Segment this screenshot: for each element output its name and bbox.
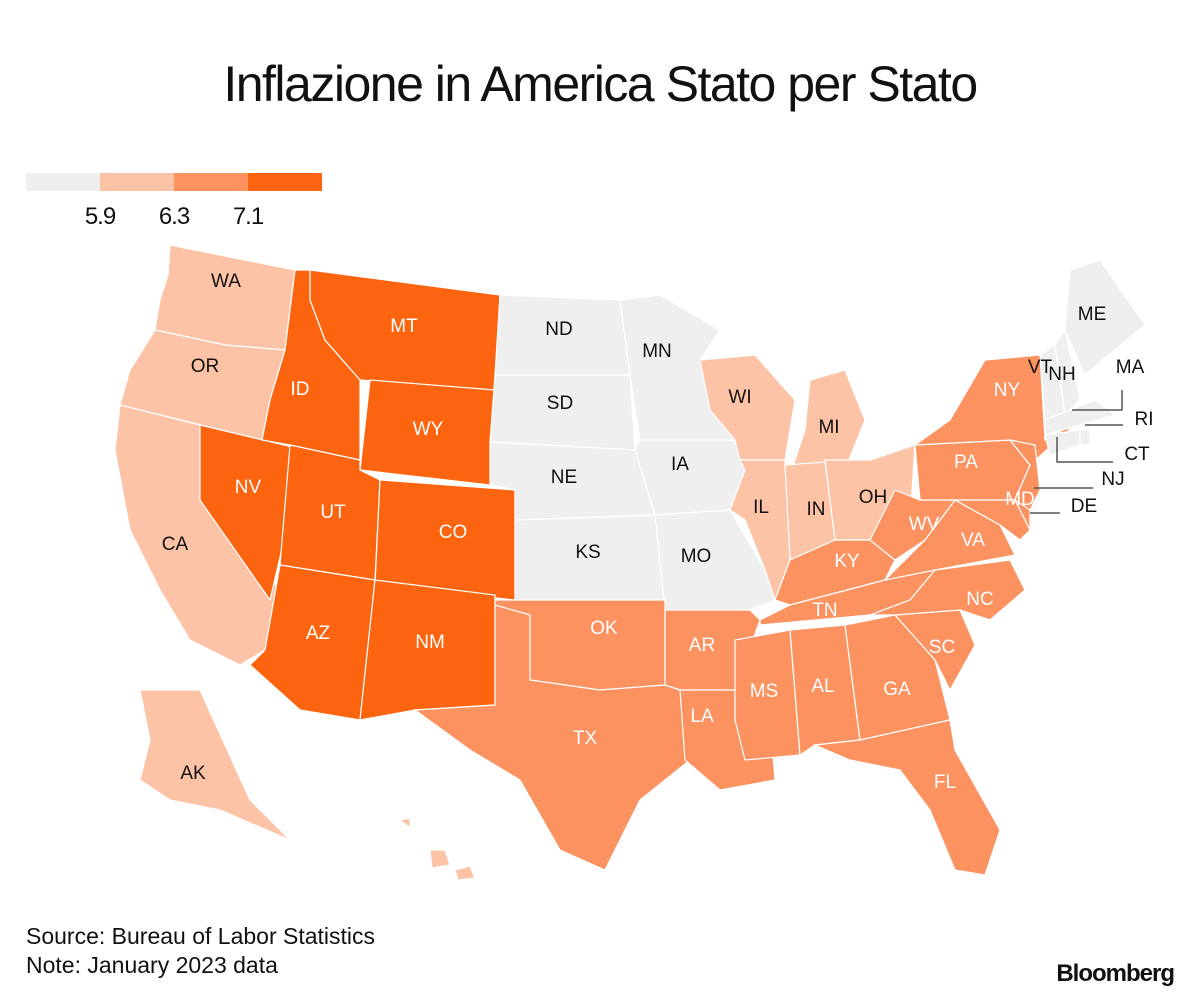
state-label-ca: CA xyxy=(162,534,189,555)
state-label-md: MD xyxy=(1005,489,1035,510)
state-label-ct: CT xyxy=(1124,444,1150,465)
leader-line xyxy=(1056,437,1113,463)
state-label-wa: WA xyxy=(211,271,241,292)
state-label-ms: MS xyxy=(750,681,779,702)
state-label-nd: ND xyxy=(545,319,572,340)
legend-break: 5.9 xyxy=(84,203,116,230)
legend-break: 7.1 xyxy=(232,203,264,230)
state-label-sd: SD xyxy=(547,393,573,414)
state-label-wy: WY xyxy=(413,419,444,440)
state-label-ok: OK xyxy=(590,618,618,639)
legend-swatch-1 xyxy=(100,173,174,191)
state-label-il: IL xyxy=(753,497,769,518)
state-hi xyxy=(429,849,451,869)
legend-swatch-2 xyxy=(174,173,248,191)
state-label-tx: TX xyxy=(573,728,598,749)
state-label-or: OR xyxy=(191,356,220,377)
leader-line xyxy=(1072,390,1123,411)
state-label-va: VA xyxy=(961,530,985,551)
state-ms xyxy=(734,629,801,761)
state-label-ut: UT xyxy=(320,502,346,523)
bloomberg-logo: Bloomberg xyxy=(1056,960,1175,987)
legend-swatch-3 xyxy=(248,173,322,191)
state-label-nh: NH xyxy=(1048,364,1075,385)
legend-break: 6.3 xyxy=(158,203,190,230)
state-ia xyxy=(634,439,746,516)
state-label-al: AL xyxy=(811,676,834,697)
state-label-de: DE xyxy=(1071,496,1097,517)
state-label-ne: NE xyxy=(551,467,577,488)
state-nc xyxy=(869,559,1026,621)
state-label-mi: MI xyxy=(818,417,839,438)
state-ma xyxy=(1044,399,1117,436)
state-label-nc: NC xyxy=(966,589,993,610)
state-label-tn: TN xyxy=(812,600,837,621)
state-label-oh: OH xyxy=(859,487,888,508)
state-label-ga: GA xyxy=(883,679,911,700)
state-label-vt: VT xyxy=(1028,357,1053,378)
state-label-me: ME xyxy=(1078,304,1107,325)
state-ct xyxy=(1044,429,1081,456)
state-hi-island xyxy=(454,865,476,881)
state-label-ks: KS xyxy=(575,542,600,563)
state-label-sc: SC xyxy=(929,637,955,658)
state-me xyxy=(1064,259,1146,376)
state-label-ak: AK xyxy=(180,763,206,784)
state-label-ma: MA xyxy=(1116,357,1145,378)
state-label-az: AZ xyxy=(306,623,331,644)
state-label-ny: NY xyxy=(994,380,1021,401)
state-label-wv: WV xyxy=(909,514,940,535)
state-label-in: IN xyxy=(807,499,826,520)
note-text: Note: January 2023 data xyxy=(26,952,278,978)
state-label-nv: NV xyxy=(235,477,262,498)
state-md xyxy=(952,499,1031,541)
state-label-la: LA xyxy=(690,706,714,727)
state-ga xyxy=(844,614,951,741)
state-label-fl: FL xyxy=(934,772,956,793)
state-label-mo: MO xyxy=(681,546,712,567)
legend-swatch-0 xyxy=(26,173,100,191)
state-nj xyxy=(1008,439,1041,511)
state-hi-island xyxy=(398,817,411,830)
state-label-co: CO xyxy=(439,522,468,543)
state-label-mt: MT xyxy=(390,316,418,337)
state-label-ky: KY xyxy=(834,551,860,572)
state-label-ia: IA xyxy=(671,454,689,475)
state-label-pa: PA xyxy=(954,452,978,473)
state-label-mn: MN xyxy=(642,341,672,362)
page-title: Inflazione in America Stato per Stato xyxy=(223,56,978,112)
state-label-nm: NM xyxy=(415,632,445,653)
state-nh xyxy=(1054,328,1081,417)
state-label-ri: RI xyxy=(1135,409,1154,430)
state-label-wi: WI xyxy=(728,387,751,408)
state-fl xyxy=(812,719,1001,876)
source-text: Source: Bureau of Labor Statistics xyxy=(26,923,376,949)
state-ak xyxy=(139,689,291,841)
state-label-nj: NJ xyxy=(1101,469,1124,490)
source-note: Source: Bureau of Labor Statistics Note:… xyxy=(26,922,375,980)
state-label-ar: AR xyxy=(689,635,715,656)
state-tx xyxy=(413,604,691,871)
state-ri xyxy=(1079,429,1091,446)
state-label-id: ID xyxy=(291,379,310,400)
